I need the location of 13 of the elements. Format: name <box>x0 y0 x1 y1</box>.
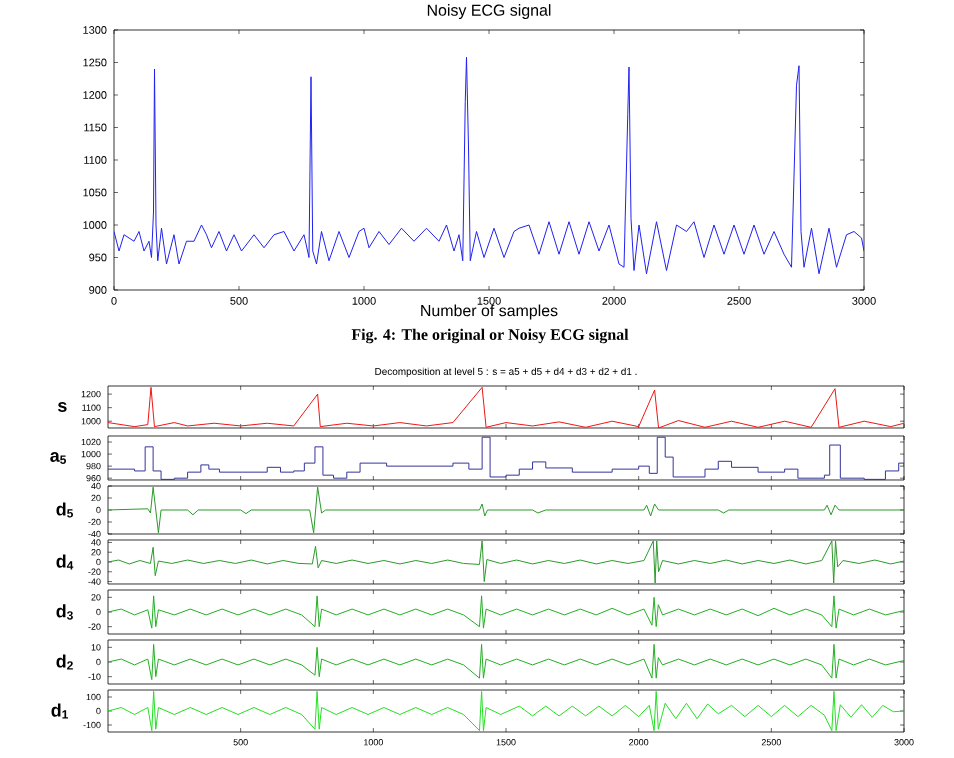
line-series <box>108 690 905 732</box>
y-axis-title: s <box>57 402 67 412</box>
y-axis-title: d$_{1}$ <box>51 703 68 719</box>
line-series <box>108 386 905 428</box>
y-axis-title: d$_{4}$ <box>56 554 74 570</box>
y-axis-title: d$_{5}$ <box>56 502 73 518</box>
y-axis-title: a$_{5}$ <box>50 452 66 464</box>
y-axis-title: d$_{3}$ <box>56 604 73 620</box>
line-series <box>108 595 905 629</box>
line-series <box>108 643 905 681</box>
y-axis-title: d$_{2}$ <box>56 654 73 670</box>
line-series <box>108 540 905 584</box>
line-series <box>114 56 865 275</box>
